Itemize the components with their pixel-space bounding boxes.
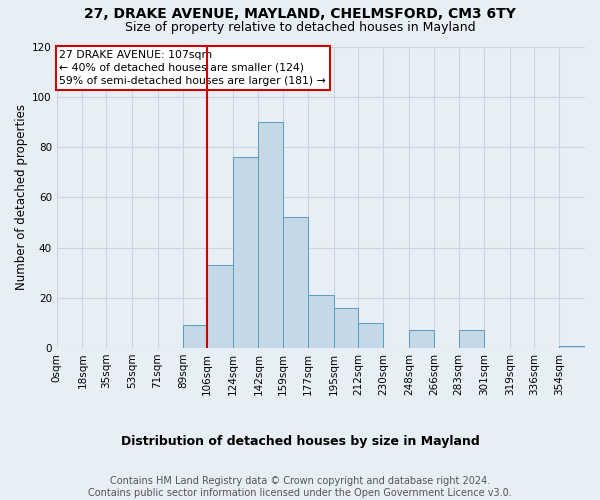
Bar — [559, 346, 585, 348]
Text: Distribution of detached houses by size in Mayland: Distribution of detached houses by size … — [121, 435, 479, 448]
Bar — [259, 122, 283, 348]
Y-axis label: Number of detached properties: Number of detached properties — [15, 104, 28, 290]
Bar — [458, 330, 484, 348]
Bar — [207, 265, 233, 348]
Bar — [233, 157, 259, 348]
Text: 27 DRAKE AVENUE: 107sqm
← 40% of detached houses are smaller (124)
59% of semi-d: 27 DRAKE AVENUE: 107sqm ← 40% of detache… — [59, 50, 326, 86]
Text: 27, DRAKE AVENUE, MAYLAND, CHELMSFORD, CM3 6TY: 27, DRAKE AVENUE, MAYLAND, CHELMSFORD, C… — [84, 8, 516, 22]
Text: Size of property relative to detached houses in Mayland: Size of property relative to detached ho… — [125, 21, 475, 34]
Bar — [183, 326, 207, 348]
Bar — [334, 308, 358, 348]
Bar — [358, 323, 383, 348]
Bar — [308, 295, 334, 348]
Bar — [283, 218, 308, 348]
Text: Contains HM Land Registry data © Crown copyright and database right 2024.
Contai: Contains HM Land Registry data © Crown c… — [88, 476, 512, 498]
Bar — [409, 330, 434, 348]
